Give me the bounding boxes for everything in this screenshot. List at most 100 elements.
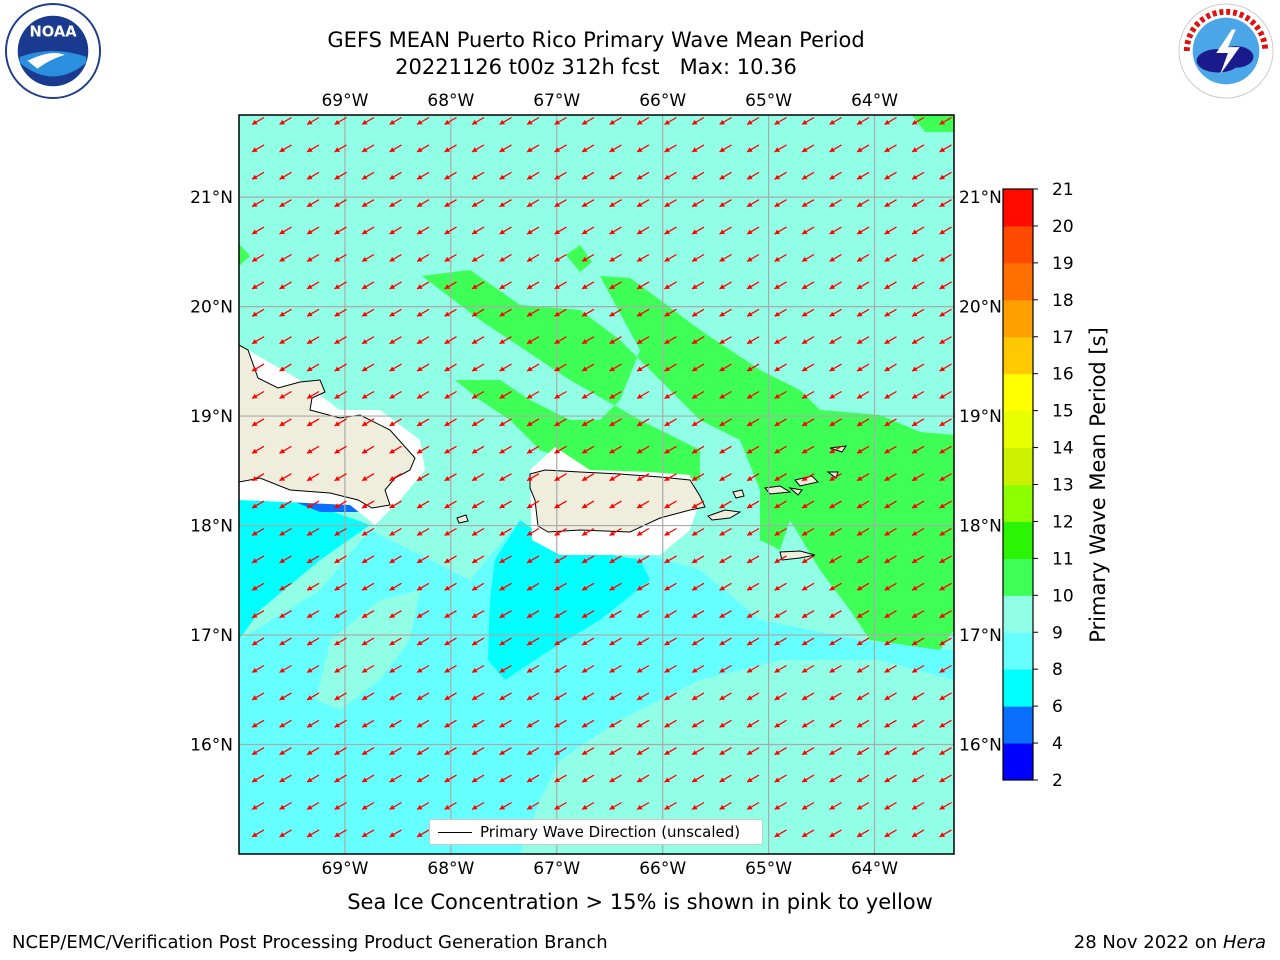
wave-vector (719, 801, 732, 811)
wave-vector (746, 637, 760, 646)
colorbar-segment (1003, 521, 1033, 559)
wave-vector (774, 363, 787, 372)
wave-vector (856, 253, 870, 263)
wave-vector (526, 527, 540, 537)
lat-label-left: 21°N (190, 188, 233, 208)
wave-vector (334, 582, 347, 591)
wave-vector (279, 336, 292, 345)
wave-vector (389, 610, 402, 619)
lon-label-top: 68°W (427, 91, 474, 111)
wave-vector (361, 199, 375, 208)
period-10-11-patch-north (566, 245, 592, 272)
wave-vector (856, 719, 870, 728)
wave-vector (884, 664, 897, 674)
wave-vector (416, 774, 430, 783)
wave-vector (251, 692, 265, 701)
wave-vector (856, 116, 870, 126)
wave-vector (829, 664, 842, 674)
wave-vector (609, 171, 622, 180)
wave-vector (774, 171, 787, 180)
wave-vector (279, 281, 292, 290)
wave-vector (719, 281, 732, 290)
wave-vector (609, 610, 622, 619)
wave-vector (444, 281, 457, 290)
wave-vector (581, 171, 595, 180)
wave-vector (416, 390, 430, 400)
wave-vector (389, 774, 402, 783)
wave-vector (471, 500, 485, 509)
wave-vector (306, 281, 320, 290)
wave-vector (774, 445, 787, 454)
lat-label-left: 19°N (190, 407, 233, 427)
wave-vector (554, 747, 567, 756)
wave-vector (609, 637, 622, 646)
wave-vector (691, 473, 705, 482)
wave-vector (389, 281, 402, 290)
wave-vector (801, 664, 815, 674)
wave-vector (581, 719, 595, 728)
wave-vector (856, 582, 870, 591)
latitude-labels-left: 21°N 20°N 19°N 18°N 17°N 16°N (190, 188, 233, 755)
wave-vector (361, 171, 375, 180)
wave-vector (499, 253, 512, 263)
wave-vector (361, 500, 375, 509)
wave-vector (416, 171, 430, 180)
colorbar-tick-label: 2 (1052, 771, 1063, 791)
wave-vector (416, 281, 430, 290)
wave-vector (554, 692, 567, 701)
colorbar-segment (1003, 373, 1033, 412)
wave-vector (554, 445, 567, 454)
wave-vector (471, 199, 485, 208)
nws-logo (1178, 3, 1274, 99)
wave-vector (444, 637, 457, 646)
wave-vector (774, 692, 787, 701)
wave-vector (444, 144, 457, 153)
wave-vector (719, 199, 732, 208)
noaa-logo: NOAA (4, 2, 102, 100)
wave-vector (499, 445, 512, 454)
wave-vector (334, 390, 347, 400)
wave-vector (526, 226, 540, 235)
wave-vector (829, 308, 842, 317)
wave-vector (499, 774, 512, 783)
wave-vector (609, 582, 622, 591)
colorbar-tick-label: 13 (1052, 476, 1074, 496)
wave-vector (279, 829, 292, 838)
wave-vector (609, 116, 622, 126)
wave-vector (829, 473, 842, 482)
wave-vector (499, 582, 512, 591)
wave-vector (361, 116, 375, 126)
wave-vector (251, 116, 265, 126)
wave-vector (471, 144, 485, 153)
wave-vector (416, 719, 430, 728)
wave-vector (361, 144, 375, 153)
wave-vector (554, 199, 567, 208)
wave-vector (279, 445, 292, 454)
wave-vector (884, 527, 897, 537)
wave-vector (499, 637, 512, 646)
wave-vector (279, 226, 292, 235)
wave-vector (416, 116, 430, 126)
wave-vector (389, 253, 402, 263)
wave-vector (911, 637, 925, 646)
wave-vector (444, 363, 457, 372)
wave-vector (499, 610, 512, 619)
wave-vector (334, 555, 347, 564)
wave-vector (939, 527, 952, 537)
wave-vector (746, 801, 760, 811)
wave-vector (444, 445, 457, 454)
wave-vector (361, 281, 375, 290)
wave-vector (306, 801, 320, 811)
wave-vector (444, 390, 457, 400)
wave-vector (911, 719, 925, 728)
wave-vector (444, 801, 457, 811)
wave-vector (444, 116, 457, 126)
wave-vector (306, 171, 320, 180)
wave-vector (664, 308, 677, 317)
wave-vector (526, 692, 540, 701)
wave-vector (801, 116, 815, 126)
wave-vector (444, 747, 457, 756)
wave-vector (526, 171, 540, 180)
colorbar-segment (1003, 410, 1033, 449)
svg-text:NOAA: NOAA (29, 23, 77, 40)
